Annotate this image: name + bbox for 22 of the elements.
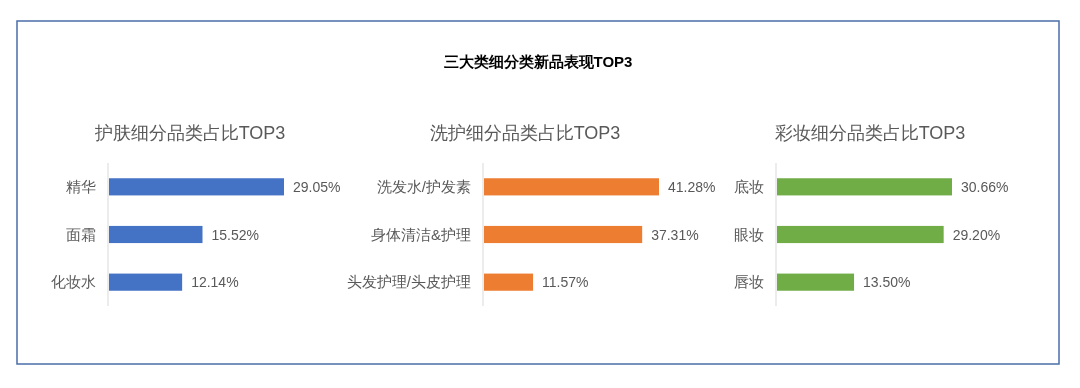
data-label: 29.20% <box>952 226 1001 243</box>
text: 三大类细分类新品表现TOP3 <box>443 53 633 70</box>
data-label: 29.05% <box>293 178 341 195</box>
data-label: 37.31% <box>651 226 699 243</box>
y-tick-label: 身体清洁&护理 <box>370 225 471 243</box>
data-label: 13.50% <box>863 274 911 291</box>
y-tick-label: 精华 <box>66 177 96 195</box>
data-label: 11.57% <box>542 274 589 291</box>
chart-title: 洗护细分品类占比TOP3 <box>429 123 621 143</box>
y-tick-label: 化妆水 <box>51 273 96 291</box>
data-label: 30.66% <box>961 178 1009 195</box>
data-label: 15.52% <box>211 226 259 243</box>
y-tick-label: 面霜 <box>66 225 96 243</box>
chart-title: 彩妆细分品类占比TOP3 <box>774 123 966 143</box>
y-tick-label: 眼妆 <box>734 225 764 243</box>
data-label: 41.28% <box>668 178 716 195</box>
y-tick-label: 洗发水/护发素 <box>376 177 471 195</box>
chart-title: 护肤细分品类占比TOP3 <box>93 123 286 143</box>
y-tick-label: 唇妆 <box>734 273 764 291</box>
y-tick-label: 头发护理/头皮护理 <box>346 273 471 291</box>
y-tick-label: 底妆 <box>734 177 764 195</box>
data-label: 12.14% <box>191 274 239 291</box>
